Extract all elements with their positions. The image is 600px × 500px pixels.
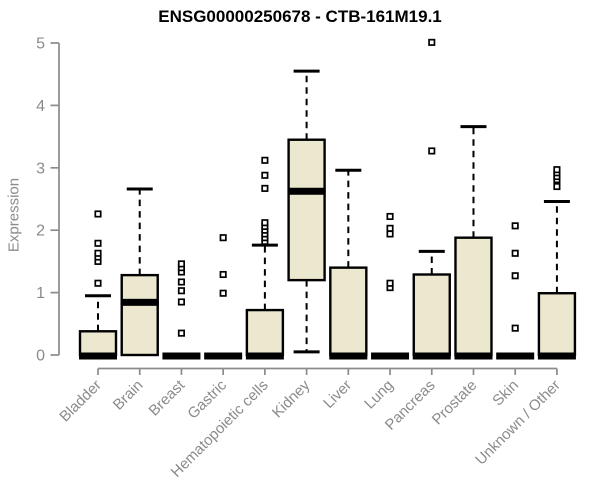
iqr-box	[120, 273, 159, 357]
box-lung	[371, 212, 410, 360]
iqr-box	[329, 266, 368, 357]
outlier-point	[511, 324, 519, 332]
box-prostate	[454, 125, 493, 360]
box-breast	[162, 260, 201, 360]
iqr-box	[412, 273, 451, 357]
chart-title: ENSG00000250678 - CTB-161M19.1	[158, 7, 442, 26]
x-tick-label-bladder: Bladder	[56, 377, 105, 426]
outlier-point	[511, 272, 519, 280]
outlier-point	[177, 260, 185, 268]
median-line	[120, 298, 159, 306]
box-hematopoietic-cells	[245, 156, 285, 360]
outlier-point	[261, 171, 269, 179]
box-skin	[496, 222, 535, 360]
outlier-point	[177, 278, 185, 286]
x-tick-label-prostate: Prostate	[429, 377, 481, 429]
x-tick-label-liver: Liver	[320, 377, 355, 412]
outlier-point	[219, 270, 227, 279]
box-bladder	[78, 210, 118, 360]
outlier-point	[386, 212, 394, 221]
outlier-point	[219, 289, 227, 297]
outlier-point	[261, 219, 269, 227]
median-line	[454, 352, 493, 360]
median-line	[204, 352, 243, 360]
median-line	[245, 352, 284, 360]
outlier-point	[219, 234, 227, 242]
outlier-point	[386, 230, 394, 238]
box-pancreas	[412, 38, 451, 360]
median-line	[287, 187, 326, 195]
outlier-point	[177, 287, 185, 295]
x-tick-label-breast: Breast	[146, 376, 189, 419]
median-line	[412, 352, 451, 360]
box-unknown-other	[537, 166, 577, 360]
y-tick-label: 3	[36, 160, 45, 177]
iqr-box	[245, 308, 285, 357]
outlier-point	[94, 249, 102, 257]
box-brain	[120, 187, 159, 357]
outlier-point	[94, 239, 102, 247]
outlier-point	[177, 329, 185, 337]
x-tick-label-lung: Lung	[361, 377, 397, 413]
outlier-point	[553, 182, 561, 191]
outlier-point	[386, 224, 394, 232]
outlier-point	[261, 156, 269, 164]
y-tick-label: 0	[36, 348, 45, 365]
median-line	[371, 352, 410, 360]
y-tick-label: 1	[36, 285, 45, 302]
x-tick-label-kidney: Kidney	[269, 376, 314, 421]
median-line	[537, 352, 576, 360]
median-line	[329, 352, 368, 360]
outlier-point	[428, 147, 436, 155]
outlier-point	[386, 279, 394, 287]
outlier-point	[553, 166, 561, 174]
y-tick-label: 5	[36, 36, 45, 53]
box-liver	[329, 168, 368, 360]
outlier-point	[261, 184, 269, 192]
y-tick-label: 4	[36, 98, 45, 115]
box-gastric	[204, 234, 243, 360]
median-line	[79, 352, 117, 360]
iqr-box	[287, 138, 326, 282]
outlier-point	[511, 249, 519, 257]
median-line	[162, 352, 201, 360]
outlier-point	[511, 222, 519, 230]
iqr-box	[78, 330, 118, 357]
outlier-point	[94, 210, 102, 218]
y-tick-label: 2	[36, 223, 45, 240]
outlier-point	[177, 298, 185, 306]
x-tick-label-brain: Brain	[110, 377, 147, 414]
outlier-point	[428, 38, 436, 46]
outlier-point	[94, 279, 102, 287]
median-line	[496, 352, 535, 360]
box-kidney	[287, 69, 326, 354]
iqr-box	[537, 292, 577, 357]
iqr-box	[454, 236, 493, 357]
x-tick-label-skin: Skin	[489, 377, 522, 410]
